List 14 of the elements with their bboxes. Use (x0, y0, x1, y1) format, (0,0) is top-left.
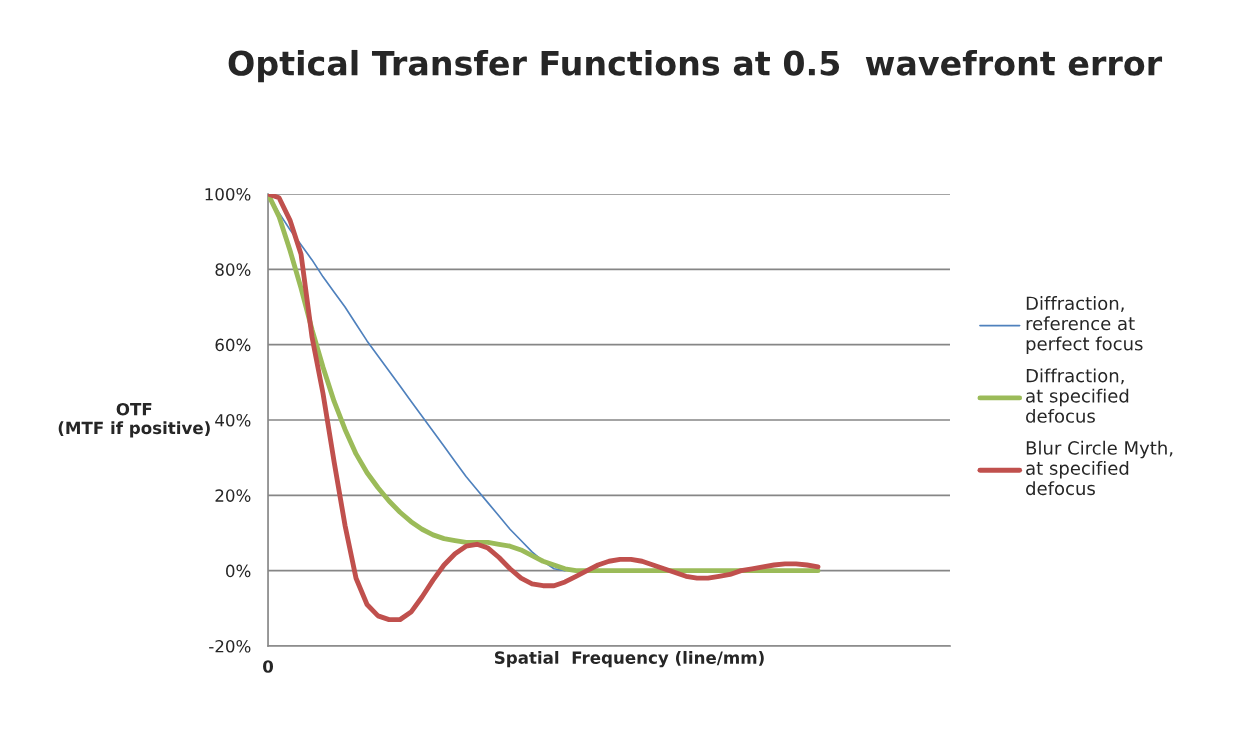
y-axis-title: OTF (MTF if positive) (58, 402, 210, 438)
x-tick-label: 0 (263, 660, 274, 673)
y-tick-label: 0% (226, 564, 251, 578)
legend-label: Diffraction, at specified defocus (1026, 368, 1129, 423)
y-tick-label: 60% (215, 338, 251, 352)
chart-title: Optical Transfer Functions at 0.5 wavefront error (228, 49, 1163, 83)
x-axis-title: Spatial Frequency (line/mm) (494, 651, 764, 668)
legend-label: Diffraction, reference at perfect focus (1026, 296, 1143, 354)
y-tick-label: -20% (209, 639, 251, 653)
y-tick-label: 20% (215, 489, 251, 502)
y-tick-label: 80% (215, 263, 251, 276)
y-tick-label: 100% (205, 187, 251, 201)
y-tick-label: 40% (215, 413, 251, 427)
legend-label: Blur Circle Myth, at specified defocus (1026, 440, 1173, 496)
